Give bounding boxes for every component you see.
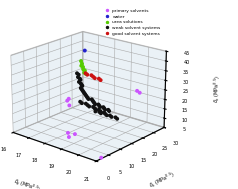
- X-axis label: $\delta_d$ (MPa$^{0.5}$): $\delta_d$ (MPa$^{0.5}$): [12, 176, 42, 189]
- Legend: primary solvents, water, urea solutions, weak solvent systems, good solvent syst: primary solvents, water, urea solutions,…: [103, 9, 161, 36]
- Y-axis label: $\delta_h$ (MPa$^{0.5}$): $\delta_h$ (MPa$^{0.5}$): [148, 170, 177, 189]
